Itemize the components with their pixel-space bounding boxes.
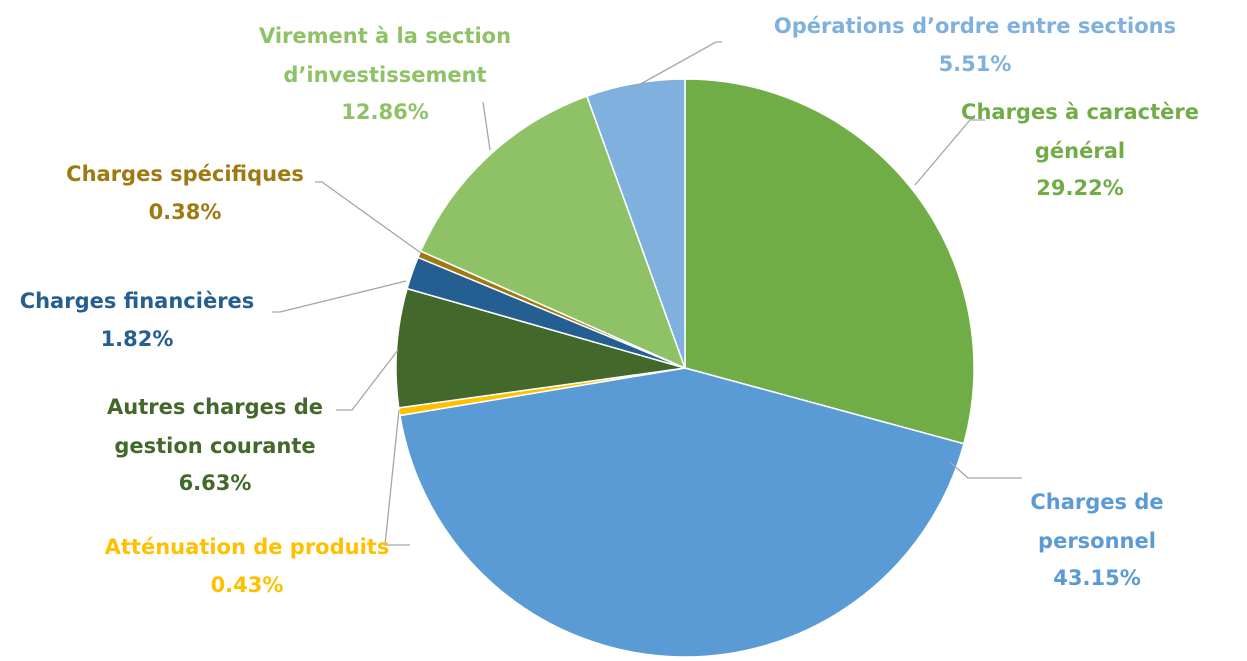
slice-value: 1.82% [101, 327, 174, 351]
slice-value: 5.51% [939, 52, 1012, 76]
slice-value: 0.43% [211, 573, 284, 597]
slice-value: 12.86% [341, 100, 428, 124]
leader-line [914, 119, 985, 186]
slice-label: Opérations d’ordre entre sections [774, 14, 1176, 38]
leader-line [384, 409, 410, 546]
slice-label: Atténuation de produits [105, 535, 390, 559]
slice-label: Charges de personnel [1030, 490, 1163, 553]
slice-label: Charges financières [20, 289, 255, 313]
label-line: personnel [1038, 529, 1156, 553]
leader-line [949, 461, 1022, 479]
label-line: général [1035, 139, 1125, 163]
leader-line [636, 41, 722, 87]
label-line: Virement à la section [259, 24, 511, 48]
slice-value: 6.63% [179, 471, 252, 495]
leader-line [272, 280, 407, 313]
label-line: d’investissement [283, 63, 486, 87]
slice-label: Virement à la section d’investissement [259, 24, 511, 87]
label-line: Autres charges de [107, 395, 323, 419]
leader-line [482, 101, 491, 151]
slice-label: Charges spécifiques [66, 162, 304, 186]
slice-label: Charges à caractère général [961, 100, 1199, 163]
slice-value: 43.15% [1053, 566, 1140, 590]
label-line: Charges de [1030, 490, 1163, 514]
pie-slice [585, 78, 686, 369]
slice-label: Autres charges de gestion courante [107, 395, 323, 458]
slice-value: 0.38% [149, 200, 222, 224]
slice-value: 29.22% [1036, 176, 1123, 200]
label-line: Charges à caractère [961, 100, 1199, 124]
pie-slice [395, 287, 686, 409]
pie-slice [684, 78, 975, 445]
pie-slice [419, 95, 687, 370]
label-line: gestion courante [114, 434, 315, 458]
leader-line [336, 349, 399, 411]
leader-line [315, 181, 422, 254]
